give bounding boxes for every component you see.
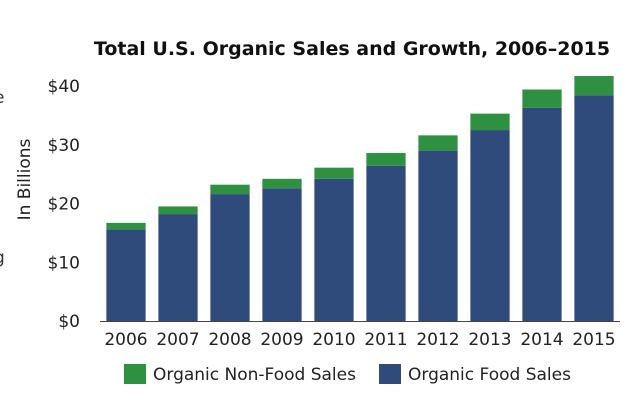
x-tick-label: 2008 [208,330,251,350]
chart-title: Total U.S. Organic Sales and Growth, 200… [94,38,610,60]
bar-food-2015 [574,95,614,322]
bar-food-2011 [366,165,406,321]
cropped-text-fragment-top: e [0,88,4,108]
x-tick-label: 2012 [416,330,459,350]
bar-food-2014 [522,107,562,321]
bar-nonfood-2013 [470,113,510,131]
bar-food-2009 [262,188,302,321]
bar-food-2006 [106,229,146,321]
bar-nonfood-2008 [210,184,250,195]
bar-nonfood-2010 [314,167,354,179]
x-tick-label: 2013 [468,330,511,350]
legend-label: Organic Non-Food Sales [153,365,356,385]
legend-label: Organic Food Sales [408,365,571,385]
bar-food-2007 [158,214,198,321]
y-axis-label: In Billions [15,138,35,220]
bar-food-2008 [210,194,250,321]
y-tick-label: $20 [48,195,80,215]
bar-nonfood-2014 [522,89,562,108]
cropped-text-fragment-bottom: g [0,248,5,268]
bar-nonfood-2009 [262,178,302,189]
bar-nonfood-2006 [106,222,146,230]
bar-food-2010 [314,178,354,321]
bar-nonfood-2007 [158,206,198,215]
x-tick-label: 2007 [156,330,199,350]
y-tick-label: $30 [48,136,80,156]
x-tick-label: 2009 [260,330,303,350]
x-tick-label: 2010 [312,330,355,350]
y-tick-label: $40 [48,77,80,97]
y-tick-label: $0 [58,312,80,332]
bar-nonfood-2011 [366,152,406,166]
bar-nonfood-2012 [418,135,458,151]
bar-nonfood-2015 [574,76,614,96]
x-tick-label: 2014 [520,330,563,350]
y-tick-label: $10 [48,253,80,273]
bar-food-2013 [470,130,510,321]
legend-swatch [379,364,401,384]
x-tick-label: 2011 [364,330,407,350]
legend-swatch [124,364,146,384]
bar-food-2012 [418,150,458,321]
x-tick-label: 2006 [104,330,147,350]
x-tick-label: 2015 [572,330,615,350]
